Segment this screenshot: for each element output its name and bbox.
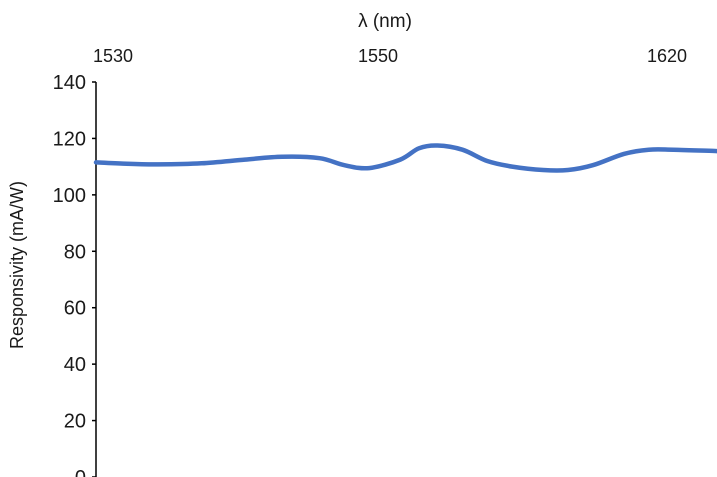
- y-tick-label: 20: [64, 411, 86, 433]
- y-tick-marks: [92, 81, 96, 477]
- x-tick-label: 1620: [647, 46, 687, 66]
- y-tick-label: 140: [53, 72, 86, 94]
- y-tick-label: 40: [64, 354, 86, 376]
- series-line: [93, 143, 717, 173]
- x-axis-label: λ (nm): [358, 11, 412, 32]
- x-tick-label: 1550: [358, 46, 398, 66]
- y-axis-label: Responsivity (mA/W): [7, 181, 27, 349]
- y-tick-labels: 0 20 40 60 80 100 120 140: [53, 72, 86, 477]
- y-tick-label: 0: [75, 467, 86, 477]
- x-tick-labels: 1530 1550 1620: [93, 46, 687, 66]
- y-tick-label: 100: [53, 185, 86, 207]
- y-tick-label: 60: [64, 298, 86, 320]
- y-tick-label: 80: [64, 241, 86, 263]
- x-tick-label: 1530: [93, 46, 133, 66]
- y-tick-label: 120: [53, 128, 86, 150]
